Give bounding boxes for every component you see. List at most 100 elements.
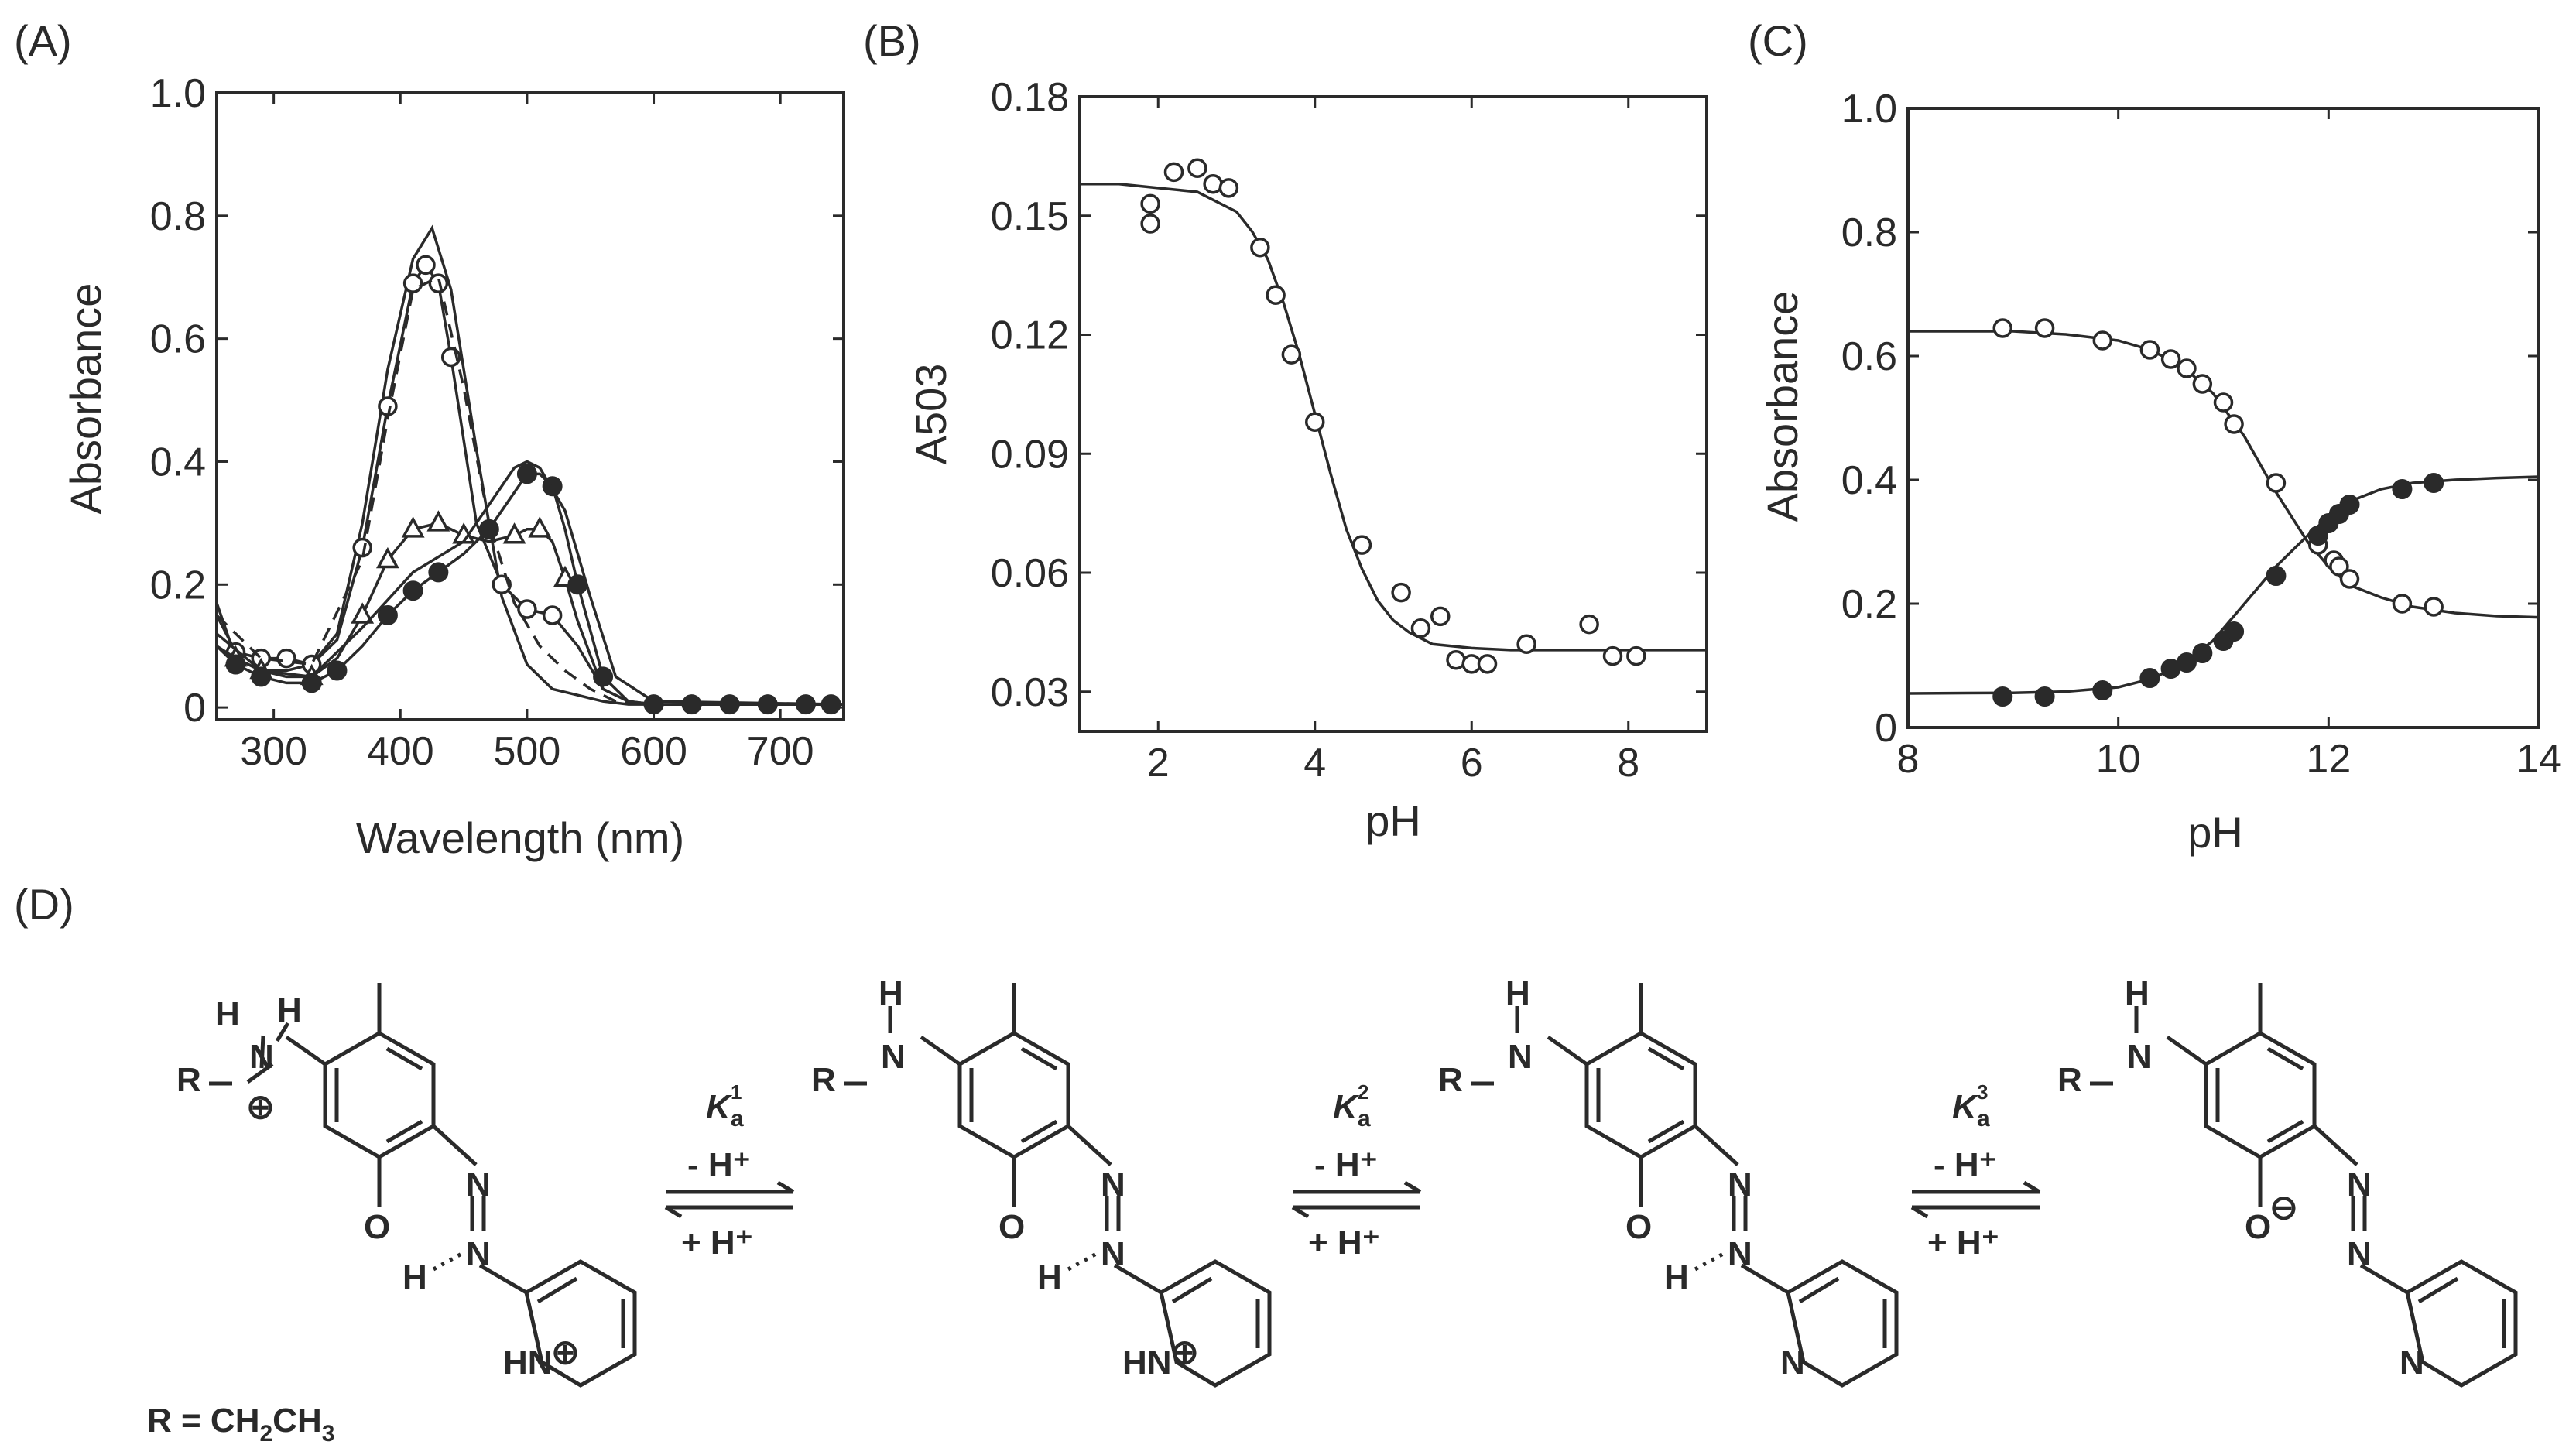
mol3-r: R xyxy=(1438,1061,1463,1099)
panel-label-d: (D) xyxy=(14,880,74,929)
chart-b-data-point xyxy=(1187,158,1208,178)
chart-a-series-4-point xyxy=(719,694,740,715)
chart-a-series-1-point xyxy=(416,255,436,276)
r-definition-mid: CH xyxy=(272,1402,322,1440)
chart-a-series-1-point xyxy=(517,599,537,619)
panel-label-b: (B) xyxy=(863,16,921,65)
chart-b-data-point xyxy=(1163,162,1184,183)
chart-c-series-0-point xyxy=(2392,594,2413,614)
mol2-hn-plus: ⊕ xyxy=(1170,1333,1199,1371)
mol2-n: N xyxy=(881,1038,906,1076)
chart-a-series-4-point xyxy=(225,654,246,675)
chart-b-ytick-label: 0.12 xyxy=(991,313,1069,358)
mol1-hn: HN xyxy=(503,1344,553,1381)
ka1-k: K xyxy=(706,1088,733,1126)
chart-c-series-0-point xyxy=(2139,340,2160,360)
chart-c-series-1-point xyxy=(1992,686,2013,707)
chart-b-ytick-label: 0.09 xyxy=(991,432,1069,477)
arrow1-forward-label: - H⁺ xyxy=(687,1146,751,1184)
chart-c-series-1-point xyxy=(2424,473,2444,493)
chart-a-xtick-label: 400 xyxy=(367,729,434,774)
chart-a-series-4-point xyxy=(402,580,423,601)
chart-b-data-point xyxy=(1516,634,1536,654)
chart-b-data-point xyxy=(1305,412,1325,432)
arrow2-forward-label: - H⁺ xyxy=(1314,1146,1378,1184)
chart-b-data-point xyxy=(1391,582,1411,603)
mol3-o: O xyxy=(1625,1208,1652,1246)
chart-a-ytick-label: 0.6 xyxy=(150,317,206,362)
chart-a-series-3-point xyxy=(351,602,375,624)
mol1-n: N xyxy=(249,1038,274,1076)
chart-c-ylabel: Absorbance xyxy=(1758,291,1807,522)
chart-c-plot-frame xyxy=(1906,107,2540,729)
chart-c-series-0-point xyxy=(2034,318,2055,338)
chart-a-xtick-label: 600 xyxy=(620,729,687,774)
chart-a-series-4-point xyxy=(681,694,702,715)
chart-c-series-0-point xyxy=(2224,414,2244,434)
chart-a-xtick-label: 700 xyxy=(747,729,814,774)
chart-a-xtick-label: 300 xyxy=(240,729,307,774)
chart-a-plot-frame xyxy=(215,91,845,721)
chart-a-series-1-point xyxy=(428,273,449,293)
chart-c-series-0-point xyxy=(2213,392,2234,413)
chart-c-ytick-label: 0.2 xyxy=(1841,582,1897,627)
chart-a-series-4-point xyxy=(593,666,614,687)
chart-a-ytick-label: 0.8 xyxy=(150,194,206,239)
chart-a-ytick-label: 1.0 xyxy=(150,71,206,116)
chart-c-ytick-label: 0.4 xyxy=(1841,458,1897,503)
chart-a-series-4-point xyxy=(301,673,322,693)
arrow2-reverse-label: + H⁺ xyxy=(1308,1224,1380,1262)
mol1-r: R xyxy=(176,1061,201,1099)
chart-b-data-point xyxy=(1351,535,1372,555)
reaction-scheme: H H N R ⊕ N N O H HN ⊕ xyxy=(147,974,2518,1446)
chart-b-ylabel: A503 xyxy=(906,364,955,465)
chart-c-series-1-point xyxy=(2092,680,2113,700)
ka1-sub: a xyxy=(731,1106,744,1131)
mol4-n-azo2: N xyxy=(2347,1235,2372,1273)
mol4-n-azo1: N xyxy=(2347,1166,2372,1203)
mol2-h: H xyxy=(879,974,903,1012)
chart-a-ytick-label: 0.2 xyxy=(150,563,206,608)
chart-c-ytick-label: 1.0 xyxy=(1841,87,1897,132)
chart-a-series-3-point xyxy=(502,522,526,544)
ka2-sub: a xyxy=(1358,1106,1371,1131)
chart-c-series-1-point xyxy=(2224,621,2245,642)
chart-c-series-0-point xyxy=(2329,556,2349,577)
chart-b-xtick-label: 2 xyxy=(1147,741,1170,786)
mol2-r: R xyxy=(811,1061,836,1099)
chart-c-absorbance-vs-ph: 8 10 12 14 0 0.2 0.4 0.6 0.8 1.0 xyxy=(1841,87,2561,782)
chart-a-ytick-label: 0 xyxy=(183,686,206,731)
chart-b-data-point xyxy=(1218,178,1239,198)
chart-a-spectra: 300 400 500 600 700 0 0.2 0.4 0.6 0.8 1.0 xyxy=(150,71,845,774)
mol1-n-azo1: N xyxy=(466,1166,491,1203)
chart-c-xtick-label: 8 xyxy=(1897,737,1920,782)
chart-b-data-point xyxy=(1446,650,1466,670)
chart-a-series-3-point xyxy=(426,510,450,532)
chart-a-ytick-label: 0.4 xyxy=(150,440,206,484)
chart-b-data-point xyxy=(1250,238,1270,258)
mol3-n-azo2: N xyxy=(1728,1235,1752,1273)
chart-c-xtick-label: 10 xyxy=(2096,737,2141,782)
chart-b-data-point xyxy=(1266,285,1286,305)
ka2-k: K xyxy=(1333,1088,1360,1126)
chart-c-series-1-point xyxy=(2192,643,2213,663)
chart-a-series-4-point xyxy=(516,464,537,484)
chart-c-series-1-point xyxy=(2176,652,2197,673)
chart-a-series-3-point xyxy=(375,546,399,569)
chart-a-series-4-point xyxy=(478,519,499,539)
mol1-h1: H xyxy=(215,995,240,1033)
chart-b-data-point xyxy=(1477,654,1498,674)
chart-b-data-point xyxy=(1281,344,1302,365)
molecule-1-cation xyxy=(209,983,637,1388)
chart-a-xtick-label: 500 xyxy=(494,729,561,774)
chart-a-series-5-line xyxy=(215,460,844,706)
chart-b-ytick-label: 0.18 xyxy=(991,75,1069,120)
r-definition-sub1: 2 xyxy=(259,1421,272,1446)
chart-b-data-point xyxy=(1579,614,1599,635)
panel-label-a: (A) xyxy=(14,16,72,65)
chart-b-ytick-label: 0.15 xyxy=(991,194,1069,239)
chart-a-series-1-line xyxy=(215,262,844,706)
chart-c-series-0-point xyxy=(2339,569,2360,589)
mol4-o: O xyxy=(2245,1208,2271,1246)
